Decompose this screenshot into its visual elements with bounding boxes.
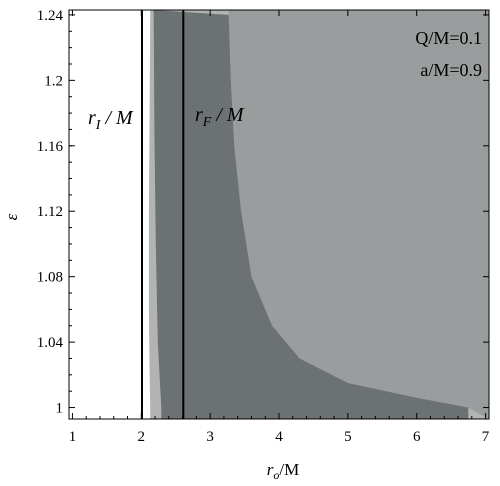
parameter-label-spin: a/M=0.9 [420, 60, 482, 80]
region-dark [153, 10, 469, 419]
x-tick-label: 7 [482, 429, 490, 445]
x-tick-label: 2 [138, 429, 146, 445]
y-tick-label: 1.2 [44, 73, 63, 89]
curve-label-r-i: rI / M [88, 107, 134, 133]
x-ticks: 1 2 3 4 5 6 7 [69, 10, 490, 445]
y-ticks: 1 1.04 1.08 1.12 1.16 1.2 1.24 [37, 8, 489, 417]
y-tick-label: 1.24 [37, 8, 64, 24]
x-axis-title: ro/M [267, 460, 299, 482]
vertical-lines [140, 10, 185, 419]
y-tick-label: 1.04 [37, 335, 64, 351]
x-tick-label: 6 [413, 429, 421, 445]
x-tick-label: 5 [344, 429, 352, 445]
plot-regions [148, 10, 489, 419]
x-tick-label: 1 [69, 429, 77, 445]
y-tick-label: 1.08 [37, 270, 63, 286]
curve-label-r-f: rF / M [195, 104, 245, 130]
region-mid [228, 10, 489, 419]
x-tick-label: 4 [275, 429, 283, 445]
y-tick-label: 1.16 [37, 139, 64, 155]
parameter-label-charge: Q/M=0.1 [415, 28, 482, 48]
y-tick-label: 1 [56, 401, 64, 417]
x-tick-label: 3 [206, 429, 214, 445]
y-axis-title: ε [2, 213, 21, 220]
y-tick-label: 1.12 [37, 204, 63, 220]
